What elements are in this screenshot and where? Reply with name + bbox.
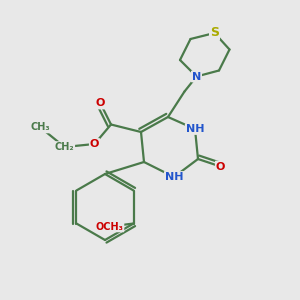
- Text: O: O: [90, 139, 99, 149]
- Text: O: O: [96, 98, 105, 109]
- Text: CH₂: CH₂: [55, 142, 74, 152]
- Text: NH: NH: [165, 172, 183, 182]
- Text: S: S: [210, 26, 219, 40]
- Text: NH: NH: [186, 124, 204, 134]
- Text: CH₃: CH₃: [31, 122, 50, 133]
- Text: O: O: [216, 161, 225, 172]
- Text: OCH₃: OCH₃: [96, 221, 124, 232]
- Text: N: N: [192, 71, 201, 82]
